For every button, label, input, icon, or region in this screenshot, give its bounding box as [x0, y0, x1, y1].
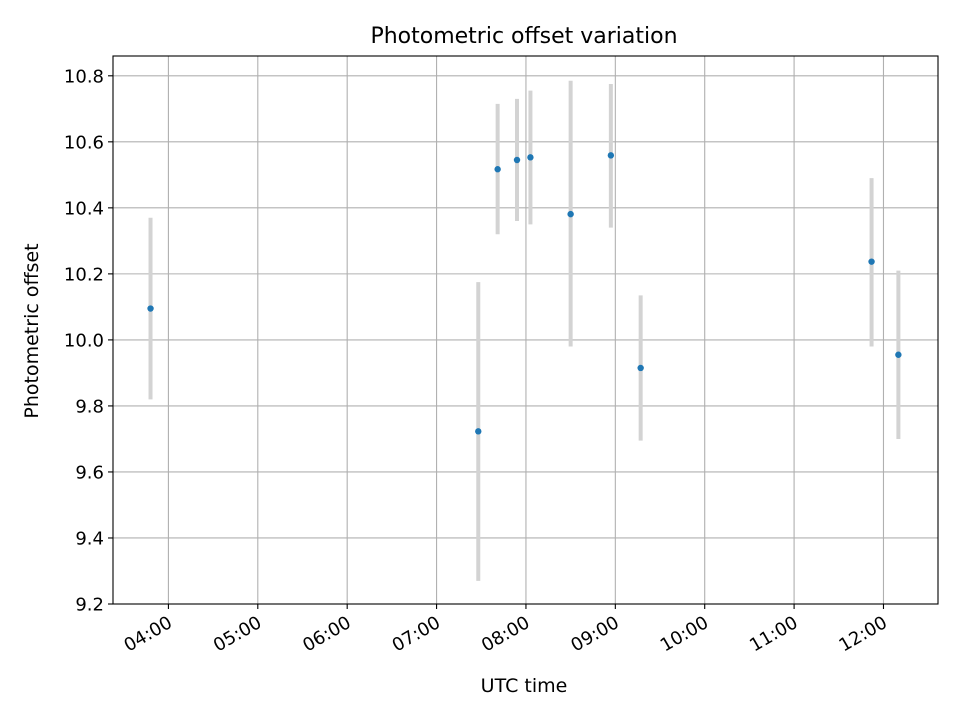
data-point [637, 364, 644, 372]
y-tick-label: 10.4 [64, 198, 104, 219]
data-point [147, 305, 154, 312]
y-tick-label: 9.2 [75, 595, 104, 616]
chart-title: Photometric offset variation [370, 24, 677, 49]
y-tick-label: 10.0 [64, 330, 104, 351]
data-point [527, 154, 534, 161]
data-point [607, 152, 615, 159]
y-tick-label: 9.4 [75, 528, 104, 549]
y-tick-label: 10.2 [64, 264, 104, 285]
x-axis-label: UTC time [481, 675, 568, 697]
y-tick-label: 10.8 [64, 66, 104, 87]
data-point [494, 166, 501, 173]
y-axis-label: Photometric offset [21, 243, 43, 418]
data-point [895, 351, 902, 358]
point-layer [147, 152, 902, 435]
y-tick-label: 9.8 [75, 396, 104, 417]
data-point [475, 428, 482, 435]
data-point [513, 156, 521, 164]
data-point [868, 258, 875, 265]
data-point [567, 210, 574, 218]
y-tick-label: 10.6 [64, 132, 104, 153]
y-tick-label: 9.6 [75, 462, 104, 483]
